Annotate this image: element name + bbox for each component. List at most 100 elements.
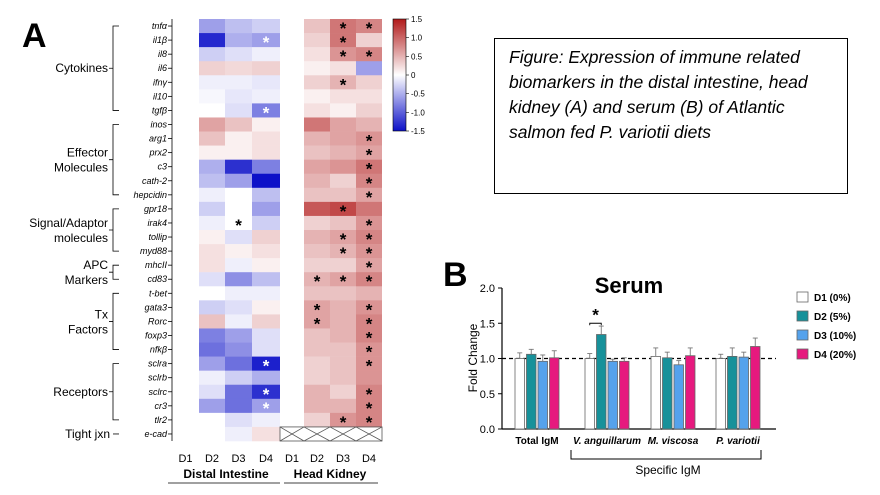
heatmap-cell bbox=[304, 412, 330, 428]
heatmap-cell bbox=[356, 215, 382, 231]
heatmap-cell bbox=[252, 159, 280, 175]
heatmap-cell bbox=[280, 131, 304, 146]
serum-bar-chart: Serum Fold Change 0.0 0.5 1.0 1.5 2.0 * Tota… bbox=[466, 273, 856, 477]
group-bracket bbox=[109, 208, 119, 252]
significance-star: * bbox=[366, 258, 373, 277]
significance-star: * bbox=[340, 230, 347, 249]
bar bbox=[537, 360, 548, 430]
heatmap-cell bbox=[330, 230, 356, 245]
heatmap-cell bbox=[172, 286, 199, 301]
bar bbox=[715, 358, 726, 430]
significance-star: * bbox=[366, 300, 373, 319]
significance-star: * bbox=[340, 19, 347, 38]
heatmap-cell bbox=[172, 19, 199, 34]
significance-star: * bbox=[366, 230, 373, 249]
significance-star: * bbox=[263, 385, 270, 404]
significance-star: * bbox=[340, 272, 347, 291]
tissue-label-distal-intestine: Distal Intestine bbox=[183, 467, 269, 481]
heatmap-cell bbox=[330, 19, 356, 34]
legend-label: D2 (5%) bbox=[814, 312, 851, 323]
gene-label: myd88 bbox=[140, 246, 167, 256]
significance-star: * bbox=[366, 146, 373, 165]
tissue-label-head-kidney: Head Kidney bbox=[294, 467, 367, 481]
heatmap-cell bbox=[252, 103, 280, 118]
heatmap-cell bbox=[280, 314, 304, 329]
heatmap-cell bbox=[356, 75, 382, 90]
missing-value-cross bbox=[279, 426, 305, 442]
heatmap-cell bbox=[225, 244, 252, 259]
heatmap-cell bbox=[304, 370, 330, 386]
heatmap-cell bbox=[280, 356, 304, 371]
heatmap-cell bbox=[252, 272, 280, 287]
heatmap-cell bbox=[199, 201, 225, 217]
gene-label: gpr18 bbox=[144, 204, 167, 214]
specific-igm-bracket bbox=[570, 450, 762, 460]
significance-star: * bbox=[340, 75, 347, 94]
column-label: D2 bbox=[205, 453, 219, 465]
gene-label: mhcII bbox=[145, 260, 168, 270]
gene-label: il6 bbox=[158, 63, 167, 73]
heatmap-cell bbox=[199, 61, 225, 76]
heatmap-cell bbox=[356, 187, 382, 203]
heatmap-cell bbox=[199, 286, 225, 301]
heatmap-cell bbox=[356, 19, 382, 34]
heatmap-cell bbox=[356, 33, 382, 48]
heatmap-cell bbox=[280, 61, 304, 76]
group-label-line: Signal/Adaptor bbox=[29, 216, 108, 230]
y-tick-label: 2.0 bbox=[480, 283, 495, 295]
group-label: Cytokines bbox=[55, 61, 108, 75]
heatmap-cell bbox=[172, 426, 199, 442]
heatmap-cell bbox=[225, 61, 252, 76]
heatmap-cell bbox=[252, 286, 280, 301]
specific-igm-label: Specific IgM bbox=[635, 463, 700, 477]
gene-label: cr3 bbox=[154, 401, 167, 411]
colorbar-rect bbox=[392, 18, 407, 132]
bar-legend: D1 (0%) D2 (5%) D3 (10%) D4 (20%) bbox=[796, 291, 856, 361]
heatmap-cell bbox=[225, 384, 252, 400]
heatmap-cell bbox=[172, 47, 199, 62]
column-labels: D1 D2 D3 D4 D1 D2 D3 D4 bbox=[178, 453, 376, 465]
heatmap-cell bbox=[330, 89, 356, 104]
significance-star: * bbox=[366, 47, 373, 66]
heatmap-cell bbox=[280, 384, 304, 400]
heatmap-cell bbox=[356, 412, 382, 428]
head-kidney-ecad-missing bbox=[279, 426, 383, 442]
heatmap-cell bbox=[225, 173, 252, 189]
heatmap-cell bbox=[172, 272, 199, 287]
gene-group-brackets: Cytokines Effector Molecules Signal/Adaptor… bbox=[29, 25, 119, 441]
heatmap-cell bbox=[199, 258, 225, 273]
heatmap-cell bbox=[330, 314, 356, 329]
heatmap-cell bbox=[330, 300, 356, 315]
heatmap-cell bbox=[225, 258, 252, 273]
significance-star: * bbox=[340, 413, 347, 432]
group-bracket bbox=[109, 124, 119, 196]
heatmap-cell bbox=[304, 342, 330, 357]
heatmap-cell bbox=[304, 244, 330, 259]
legend-swatch bbox=[796, 348, 809, 360]
gene-label: tgfβ bbox=[152, 105, 167, 115]
legend-swatch bbox=[796, 310, 809, 322]
bar bbox=[596, 334, 607, 430]
heatmap-cell bbox=[330, 145, 356, 160]
gene-label: cd83 bbox=[147, 274, 167, 284]
colorbar-tick-label: 0.5 bbox=[411, 52, 423, 61]
significance-star: * bbox=[366, 216, 373, 235]
heatmap-cell bbox=[252, 33, 280, 48]
group-label-line: Tx bbox=[95, 307, 108, 321]
group-label: APC Markers bbox=[65, 258, 109, 287]
y-tick-label: 1.0 bbox=[480, 354, 495, 366]
y-tick-label: 0.5 bbox=[480, 389, 495, 401]
heatmap-cell bbox=[280, 215, 304, 231]
significance-star: * bbox=[366, 357, 373, 376]
heatmap-cell bbox=[356, 286, 382, 301]
gene-label: hepcidin bbox=[133, 190, 167, 200]
bar bbox=[549, 357, 560, 430]
heatmap-cell bbox=[225, 426, 252, 442]
heatmap-cell bbox=[225, 145, 252, 160]
heatmap-cell bbox=[199, 342, 225, 357]
heatmap-cell bbox=[304, 356, 330, 371]
heatmap-cell bbox=[252, 244, 280, 259]
heatmap-cell bbox=[280, 47, 304, 62]
heatmap-cell bbox=[304, 33, 330, 48]
